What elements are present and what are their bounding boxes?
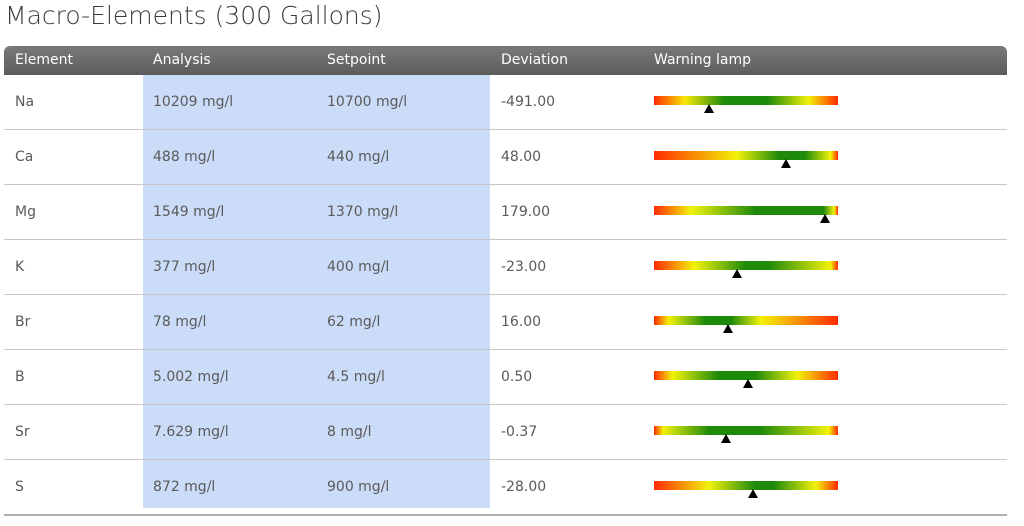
column-header-warning-lamp[interactable]: Warning lamp <box>654 52 752 68</box>
column-header-setpoint[interactable]: Setpoint <box>327 52 386 68</box>
table-row: Mg 1549 mg/l 1370 mg/l 179.00 <box>4 185 1007 240</box>
warning-lamp-marker-icon <box>748 489 759 498</box>
warning-lamp-gradient-bar <box>654 96 838 105</box>
element-name: S <box>15 479 24 495</box>
deviation-value: 0.50 <box>501 369 533 385</box>
warning-lamp-marker-icon <box>704 104 715 113</box>
page-title: Macro-Elements (300 Gallons) <box>5 1 383 30</box>
warning-lamp-gradient-bar <box>654 261 838 270</box>
warning-lamp-gradient-bar <box>654 206 838 215</box>
macro-elements-table: Element Analysis Setpoint Deviation Warn… <box>4 46 1007 516</box>
element-name: Mg <box>15 204 36 220</box>
table-row: Sr 7.629 mg/l 8 mg/l -0.37 <box>4 405 1007 460</box>
table-row: Na 10209 mg/l 10700 mg/l -491.00 <box>4 75 1007 130</box>
analysis-value: 1549 mg/l <box>153 204 225 220</box>
deviation-value: 48.00 <box>501 149 542 165</box>
element-name: Sr <box>15 424 30 440</box>
analysis-value: 5.002 mg/l <box>153 369 229 385</box>
setpoint-value: 1370 mg/l <box>327 204 399 220</box>
warning-lamp-marker-icon <box>742 379 753 388</box>
column-header-analysis[interactable]: Analysis <box>153 52 211 68</box>
setpoint-value: 4.5 mg/l <box>327 369 385 385</box>
warning-lamp-gradient-bar <box>654 481 838 490</box>
warning-lamp <box>654 96 838 113</box>
analysis-value: 377 mg/l <box>153 259 216 275</box>
analysis-value: 872 mg/l <box>153 479 216 495</box>
table-row: S 872 mg/l 900 mg/l -28.00 <box>4 460 1007 516</box>
warning-lamp-gradient-bar <box>654 316 838 325</box>
warning-lamp <box>654 426 838 443</box>
analysis-value: 7.629 mg/l <box>153 424 229 440</box>
warning-lamp <box>654 316 838 333</box>
warning-lamp <box>654 206 838 223</box>
deviation-value: -23.00 <box>501 259 547 275</box>
deviation-value: 179.00 <box>501 204 550 220</box>
column-header-deviation[interactable]: Deviation <box>501 52 568 68</box>
warning-lamp <box>654 261 838 278</box>
warning-lamp-gradient-bar <box>654 426 838 435</box>
element-name: Na <box>15 94 35 110</box>
setpoint-value: 400 mg/l <box>327 259 390 275</box>
setpoint-value: 440 mg/l <box>327 149 390 165</box>
deviation-value: -0.37 <box>501 424 538 440</box>
table-body: Na 10209 mg/l 10700 mg/l -491.00 Ca 488 … <box>4 75 1007 516</box>
warning-lamp-marker-icon <box>781 159 792 168</box>
column-header-element[interactable]: Element <box>15 52 73 68</box>
table-row: B 5.002 mg/l 4.5 mg/l 0.50 <box>4 350 1007 405</box>
element-name: Br <box>15 314 31 330</box>
analysis-value: 10209 mg/l <box>153 94 234 110</box>
element-name: Ca <box>15 149 34 165</box>
setpoint-value: 62 mg/l <box>327 314 381 330</box>
setpoint-value: 8 mg/l <box>327 424 372 440</box>
warning-lamp <box>654 371 838 388</box>
setpoint-value: 10700 mg/l <box>327 94 408 110</box>
warning-lamp-marker-icon <box>722 324 733 333</box>
deviation-value: -491.00 <box>501 94 556 110</box>
table-row: K 377 mg/l 400 mg/l -23.00 <box>4 240 1007 295</box>
warning-lamp-gradient-bar <box>654 151 838 160</box>
analysis-value: 78 mg/l <box>153 314 207 330</box>
element-name: B <box>15 369 25 385</box>
warning-lamp-gradient-bar <box>654 371 838 380</box>
deviation-value: -28.00 <box>501 479 547 495</box>
warning-lamp <box>654 151 838 168</box>
table-row: Br 78 mg/l 62 mg/l 16.00 <box>4 295 1007 350</box>
deviation-value: 16.00 <box>501 314 542 330</box>
element-name: K <box>15 259 25 275</box>
warning-lamp-marker-icon <box>720 434 731 443</box>
warning-lamp-marker-icon <box>820 214 831 223</box>
table-row: Ca 488 mg/l 440 mg/l 48.00 <box>4 130 1007 185</box>
analysis-value: 488 mg/l <box>153 149 216 165</box>
warning-lamp-marker-icon <box>731 269 742 278</box>
table-header: Element Analysis Setpoint Deviation Warn… <box>4 46 1007 75</box>
warning-lamp <box>654 481 838 498</box>
highlighted-columns-background <box>143 75 490 508</box>
setpoint-value: 900 mg/l <box>327 479 390 495</box>
